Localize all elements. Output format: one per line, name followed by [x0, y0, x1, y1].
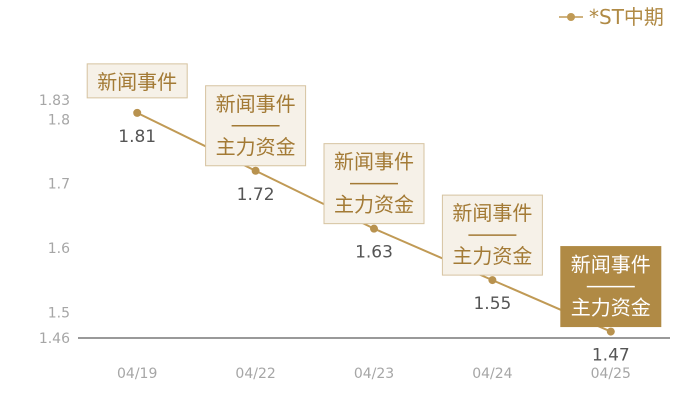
annotation-line: 主力资金 [571, 296, 651, 320]
axes: 1.46 1.5 1.6 1.7 1.8 1.83 04/19 04/22 04/23 04/24… [39, 93, 670, 382]
legend-marker-icon [567, 13, 575, 21]
y-tick-label: 1.8 [48, 112, 70, 128]
legend[interactable]: *ST中期 [559, 5, 664, 29]
legend-label: *ST中期 [589, 5, 664, 29]
annotation-line: 新闻事件 [97, 70, 177, 94]
series-layer: 1.81 1.72 1.63 1.55 1.47 [118, 108, 630, 366]
x-tick-label: 04/23 [354, 366, 394, 382]
y-tick-label: 1.6 [48, 241, 70, 257]
y-tick-label: 1.5 [48, 305, 70, 321]
annotation-box [86, 63, 188, 99]
annotation-line: 新闻事件 [452, 201, 532, 225]
data-point[interactable] [133, 108, 142, 117]
x-tick-label: 04/22 [235, 366, 275, 382]
x-tick-label: 04/24 [472, 366, 512, 382]
data-label: 1.63 [355, 243, 393, 263]
annotation-line: 主力资金 [334, 193, 414, 217]
annotation-line: 新闻事件 [334, 150, 414, 174]
annotation-line: 主力资金 [452, 244, 532, 268]
x-tick-label: 04/25 [591, 366, 631, 382]
event-annotation[interactable]: 新闻事件 [86, 63, 188, 99]
y-tick-label: 1.83 [39, 93, 70, 109]
data-point[interactable] [488, 276, 497, 285]
y-tick-label: 1.46 [39, 331, 70, 347]
data-label: 1.55 [473, 294, 511, 314]
data-label: 1.81 [118, 127, 156, 147]
data-point[interactable] [251, 166, 260, 175]
y-tick-label: 1.7 [48, 177, 70, 193]
data-label: 1.47 [592, 346, 630, 366]
x-tick-label: 04/19 [117, 366, 157, 382]
annotation-line: 新闻事件 [216, 92, 296, 116]
data-point[interactable] [606, 327, 615, 336]
annotation-line: 新闻事件 [571, 253, 651, 277]
data-point[interactable] [370, 224, 378, 233]
annotation-line: 主力资金 [216, 135, 296, 159]
data-label: 1.72 [237, 185, 275, 205]
